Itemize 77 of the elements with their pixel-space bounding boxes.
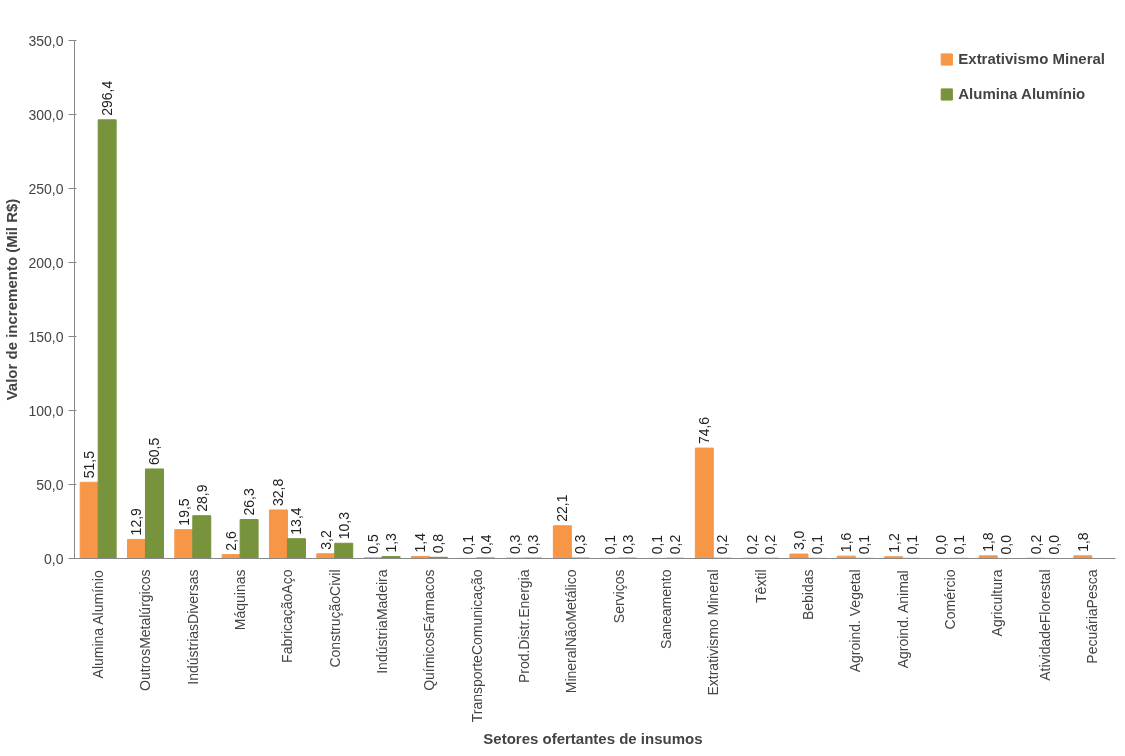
x-tick-label: OutrosMetalúrgicos (137, 569, 154, 691)
y-tick-label: 350,0 (28, 32, 64, 49)
y-tick-label: 100,0 (28, 402, 64, 419)
data-label: 0,2 (714, 534, 731, 555)
data-label: 26,3 (241, 488, 258, 516)
data-label: 3,0 (790, 530, 807, 551)
x-axis-title: Setores ofertantes de insumos (483, 730, 703, 748)
y-axis-title: Valor de incremento (Mil R$) (3, 198, 21, 401)
data-label: 0,2 (761, 534, 778, 555)
x-tick-label: Agroind. Vegetal (847, 569, 864, 673)
data-label: 0,2 (666, 534, 683, 555)
data-label: 0,3 (619, 534, 636, 555)
data-label: 0,1 (459, 534, 476, 555)
data-label: 19,5 (175, 498, 192, 526)
data-label: 12,9 (128, 507, 145, 536)
x-tick-label: FabricaçãoAço (279, 569, 296, 663)
y-tick-label: 250,0 (28, 180, 64, 197)
x-tick-label: Alumina Alumínio (90, 570, 107, 679)
data-label: 1,2 (885, 533, 902, 553)
x-tick-label: Serviços (610, 569, 627, 624)
x-tick-label: Agricultura (989, 569, 1006, 637)
data-label: 0,2 (1027, 534, 1044, 555)
data-label: 0,5 (365, 534, 382, 554)
y-tick-label: 50,0 (36, 476, 64, 493)
x-tick-label: IndústriasDiversas (184, 569, 201, 685)
data-label: 0,3 (525, 534, 542, 555)
y-tick-label: 200,0 (28, 254, 64, 271)
data-label: 13,4 (288, 507, 305, 535)
data-label: 74,6 (696, 416, 713, 445)
data-label: 32,8 (270, 478, 287, 506)
x-tick-label: MineralNãoMetálico (563, 569, 580, 694)
data-label: 0,0 (1045, 534, 1062, 555)
data-label: 0,2 (743, 534, 760, 555)
x-tick-label: Prod.Distr.Energia (516, 569, 533, 684)
x-tick-label: Saneamento (657, 569, 674, 649)
data-label: 0,0 (932, 534, 949, 555)
data-label: 0,1 (950, 534, 967, 555)
y-tick-label: 150,0 (28, 328, 64, 345)
data-label: 0,8 (430, 533, 447, 554)
data-label: 3,2 (317, 530, 334, 550)
data-label: 0,1 (903, 534, 920, 555)
x-tick-label: Têxtil (752, 569, 769, 603)
data-label: 0,3 (507, 534, 524, 555)
y-tick-label: 0,0 (44, 550, 64, 567)
data-label: 1,3 (383, 532, 400, 553)
data-label: 51,5 (81, 450, 98, 479)
data-label: 0,1 (648, 534, 665, 555)
x-tick-label: ConstruçãoCivil (326, 569, 343, 668)
x-tick-label: PecuáriaPesca (1083, 569, 1100, 664)
data-label: 0,3 (572, 534, 589, 555)
data-label: 2,6 (223, 530, 240, 551)
data-label: 0,1 (601, 534, 618, 555)
legend-label: Alumina Alumínio (958, 85, 1086, 102)
y-tick-label: 300,0 (28, 106, 64, 123)
data-label: 1,4 (412, 532, 429, 553)
x-tick-label: Agroind. Animal (894, 570, 911, 669)
data-label: 1,6 (838, 532, 855, 553)
data-label: 1,8 (1074, 532, 1091, 552)
x-tick-label: Extrativismo Mineral (705, 569, 722, 696)
data-label: 60,5 (146, 437, 163, 465)
data-label: 0,1 (856, 534, 873, 555)
x-tick-label: QuímicosFármacos (421, 569, 438, 691)
x-tick-label: Máquinas (232, 569, 249, 631)
data-label: 10,3 (335, 511, 352, 540)
x-tick-label: AtividadeFlorestal (1036, 569, 1053, 681)
data-label: 296,4 (99, 80, 116, 116)
data-label: 0,4 (477, 534, 494, 554)
x-tick-label: Bebidas (799, 569, 816, 621)
legend-label: Extrativismo Mineral (958, 50, 1105, 67)
x-tick-label: Comércio (941, 569, 958, 630)
data-label: 1,8 (980, 532, 997, 552)
data-label: 0,1 (808, 534, 825, 555)
data-label: 0,0 (998, 534, 1015, 555)
x-tick-label: TransporteComunicação (468, 569, 485, 723)
data-label: 22,1 (554, 494, 571, 522)
data-label: 28,9 (193, 484, 210, 512)
x-tick-label: IndústriaMadeira (374, 569, 391, 674)
